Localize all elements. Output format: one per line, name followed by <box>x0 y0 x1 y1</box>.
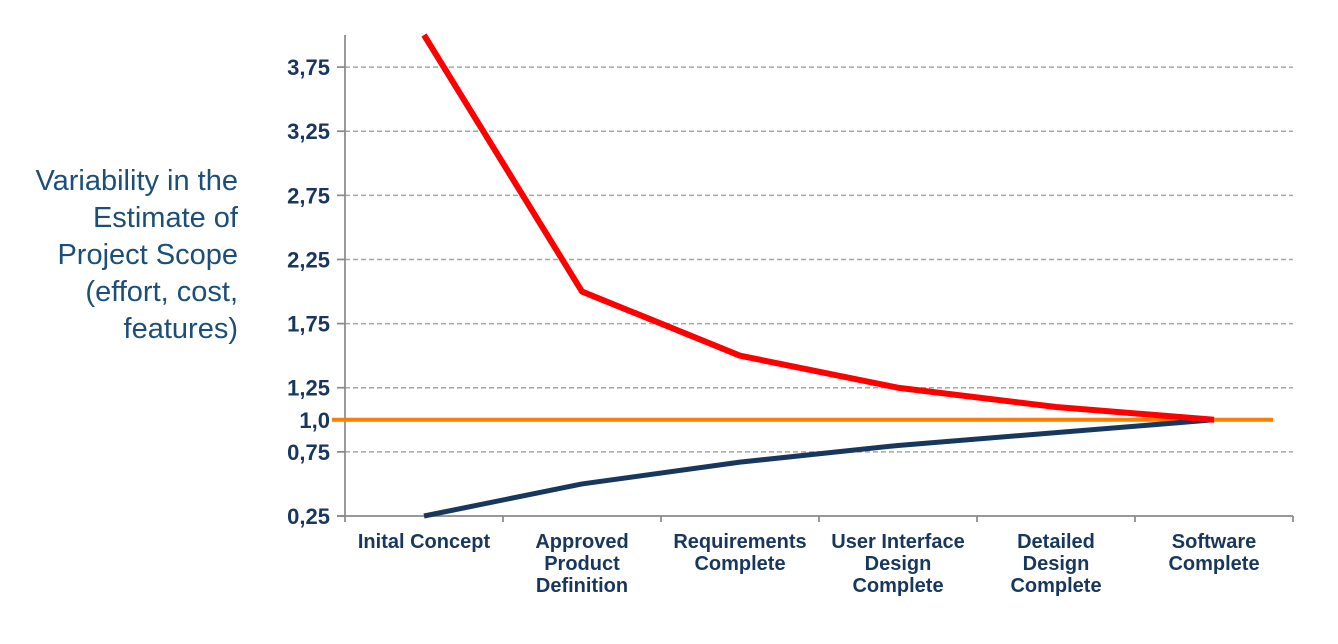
x-category-label: Detailed Design Complete <box>1010 531 1101 597</box>
y-tick-label: 3,75 <box>287 55 330 80</box>
series-upper-estimate <box>421 33 1215 423</box>
y-tick-label: 0,25 <box>287 504 330 529</box>
y-tick-label: 3,25 <box>287 119 330 144</box>
x-category-label: Approved Product Definition <box>535 531 628 597</box>
y-tick-label: 2,25 <box>287 247 330 272</box>
series-lower-estimate <box>423 417 1215 519</box>
y-tick-label: 1,75 <box>287 312 330 337</box>
x-category-label: User Interface Design Complete <box>831 531 964 597</box>
y-tick-label: 1,25 <box>287 376 330 401</box>
x-category-label: Software Complete <box>1168 531 1259 575</box>
y-axis-title: Variability in the Estimate of Project S… <box>35 165 238 345</box>
y-tick-label: 2,75 <box>287 183 330 208</box>
y-tick-label: 1,0 <box>299 408 330 433</box>
y-tick-label: 0,75 <box>287 440 330 465</box>
x-category-label: Requirements Complete <box>673 531 806 575</box>
x-category-label: Inital Concept <box>358 531 491 553</box>
